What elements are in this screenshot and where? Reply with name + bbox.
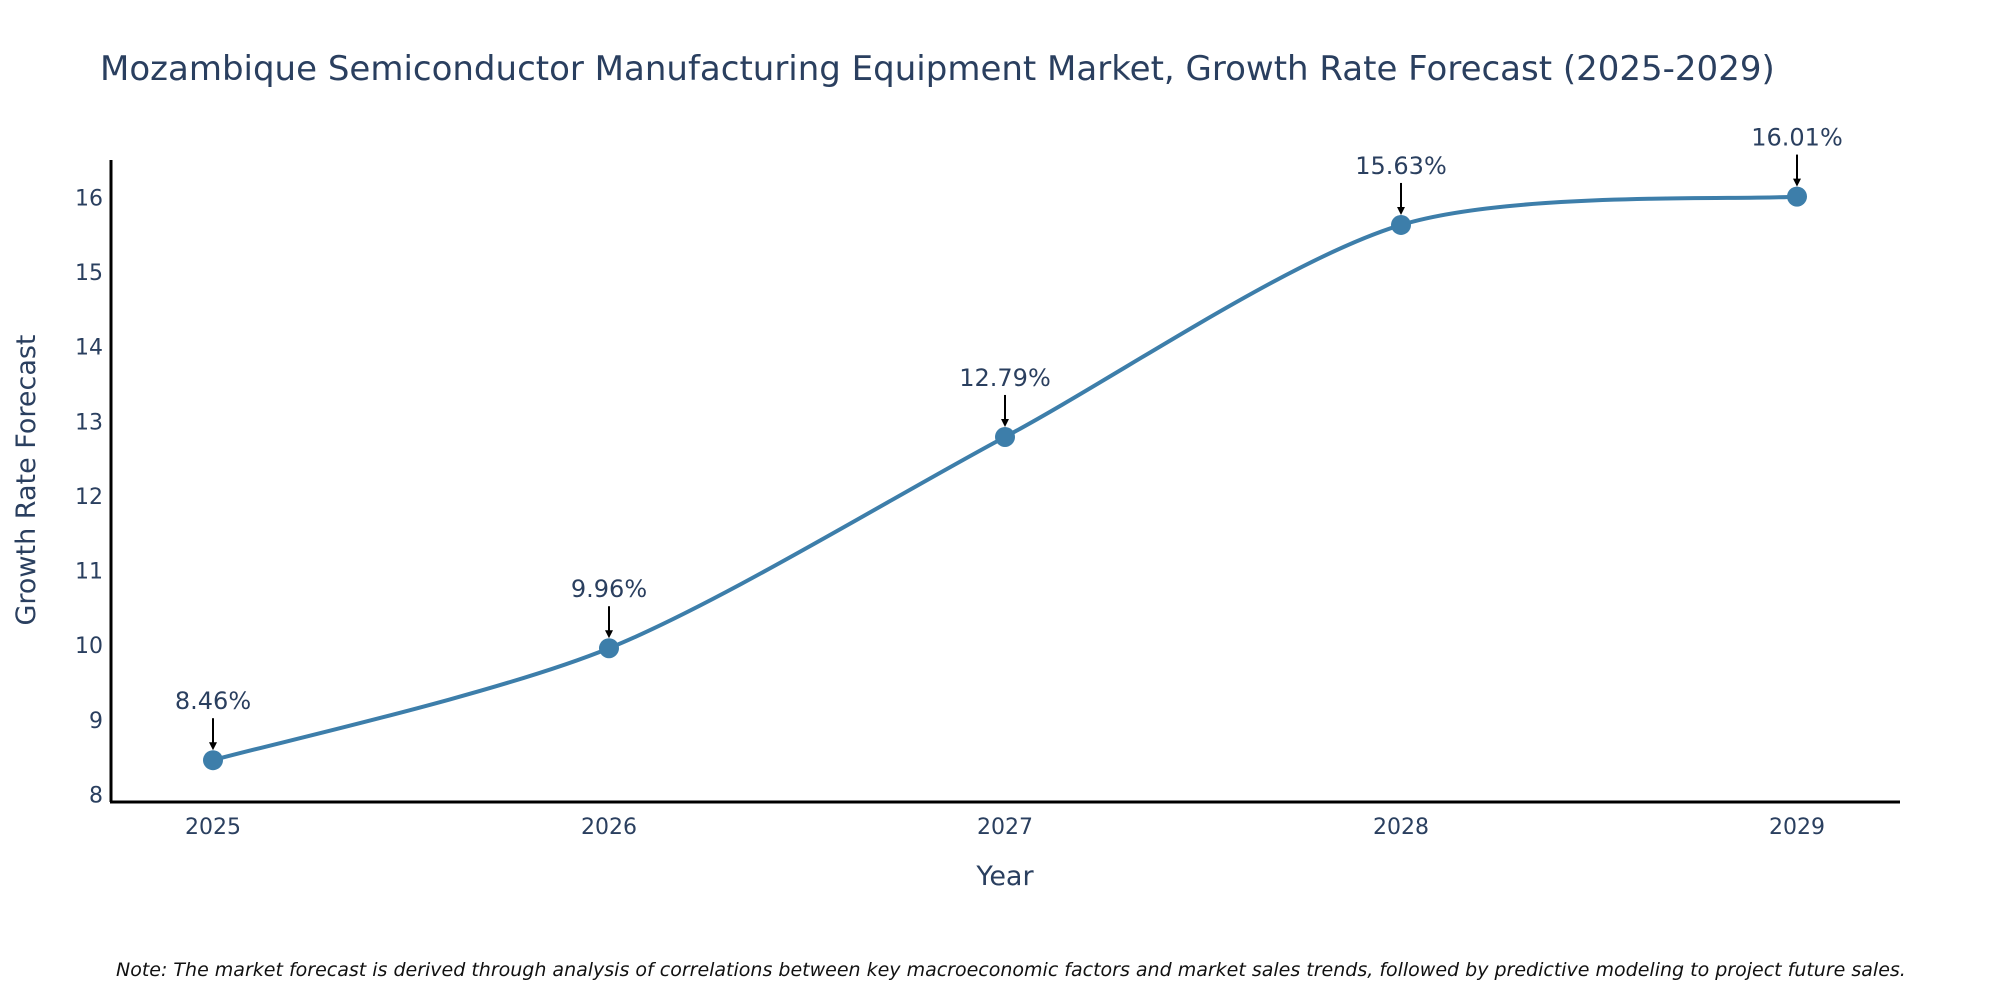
y-tick-label: 11 [75,560,103,585]
series-line [211,194,1799,763]
y-tick-label: 12 [75,485,103,510]
chart-title: Mozambique Semiconductor Manufacturing E… [100,49,1775,89]
x-tick-label: 2026 [581,815,637,840]
data-label: 15.63% [1355,152,1447,180]
data-point [1787,186,1807,207]
data-label: 9.96% [571,575,647,603]
y-axis-title: Growth Rate Forecast [11,334,42,625]
x-axis-title: Year [975,861,1034,892]
data-label: 16.01% [1751,124,1843,152]
x-tick-label: 2029 [1769,815,1825,840]
data-annotations: 8.46% 9.96% 12.79% 15.63% 16.01% [175,124,1843,751]
x-tick-label: 2025 [185,815,241,840]
data-point [203,750,223,771]
y-tick-label: 8 [89,784,103,809]
x-tick-label: 2027 [977,815,1033,840]
axes [109,160,1900,804]
data-label: 12.79% [959,364,1051,392]
y-tick-label: 10 [75,634,103,659]
data-point [1391,214,1411,235]
footnote: Note: The market forecast is derived thr… [116,959,1906,981]
data-point [995,426,1015,447]
y-tick-label: 14 [75,336,103,361]
data-label: 8.46% [175,687,251,715]
y-tick-label: 15 [75,261,103,286]
x-tick-labels: 2025 2026 2027 2028 2029 [185,815,1825,840]
x-tick-label: 2028 [1373,815,1429,840]
y-tick-label: 16 [75,186,103,211]
data-markers [203,186,1807,771]
y-tick-label: 9 [89,709,103,734]
y-tick-label: 13 [75,410,103,435]
y-tick-labels: 8 9 10 11 12 13 14 15 16 [75,186,103,808]
data-point [599,638,619,659]
